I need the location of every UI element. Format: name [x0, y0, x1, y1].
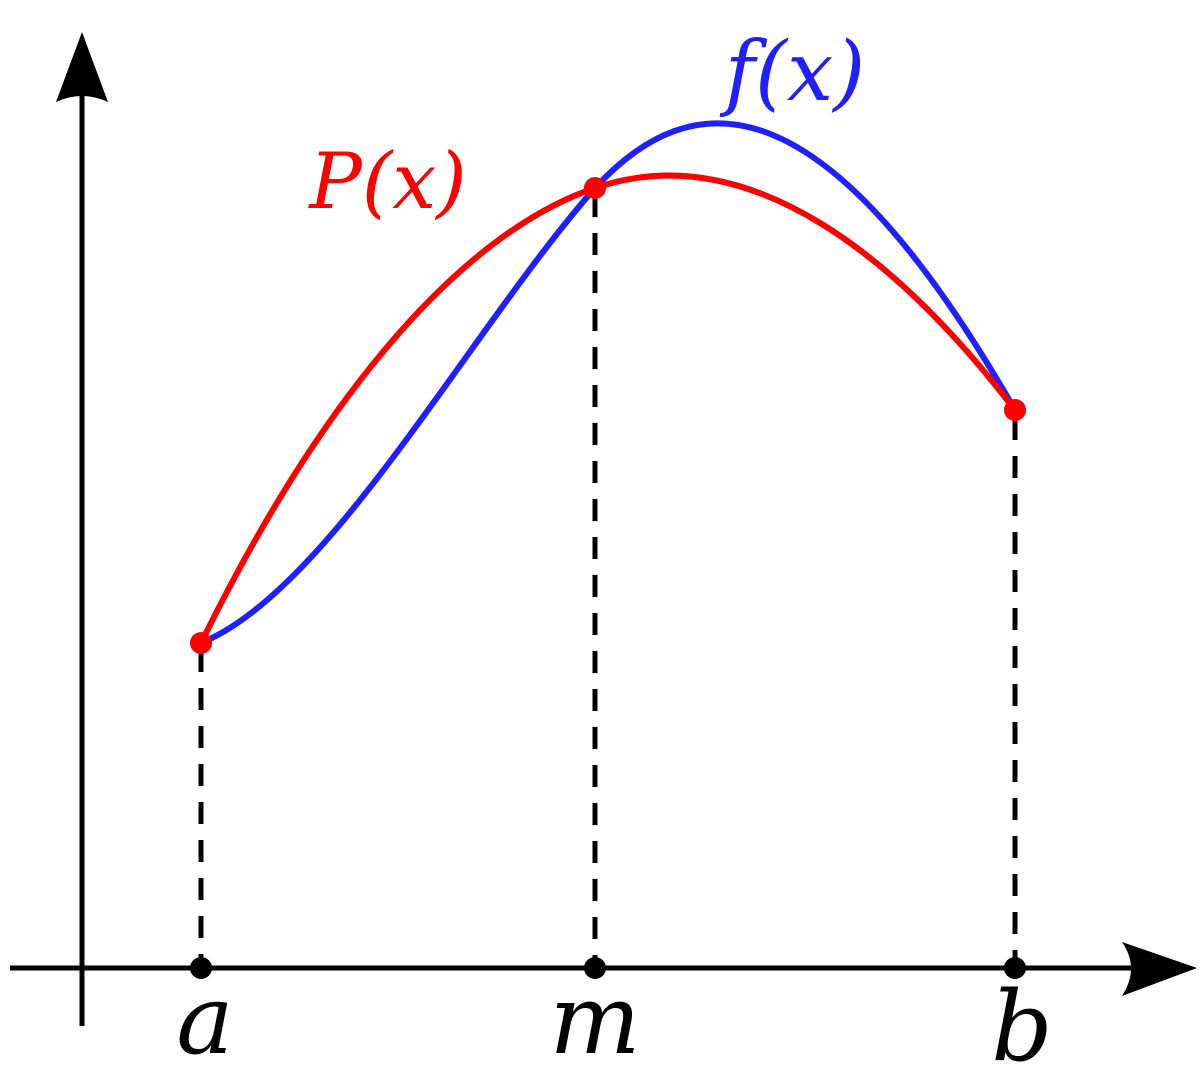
interpolation-points	[190, 177, 1026, 654]
interpolation-point	[1004, 399, 1026, 421]
axis-dot	[584, 957, 606, 979]
axis-dot	[1004, 957, 1026, 979]
y-axis-arrow	[56, 32, 108, 102]
axis-dots	[190, 957, 1026, 979]
polynomial-label: P(x)	[307, 137, 466, 227]
axis-dot	[190, 957, 212, 979]
x-axis-arrow	[1122, 942, 1197, 996]
polynomial-curve	[198, 172, 1018, 645]
point-label: m	[549, 964, 640, 1076]
function-label: f(x)	[719, 25, 866, 120]
interpolation-point	[190, 632, 212, 654]
point-label: b	[991, 971, 1052, 1083]
point-label: a	[176, 964, 233, 1076]
guide-lines	[198, 195, 1018, 968]
interpolation-point	[584, 177, 606, 199]
